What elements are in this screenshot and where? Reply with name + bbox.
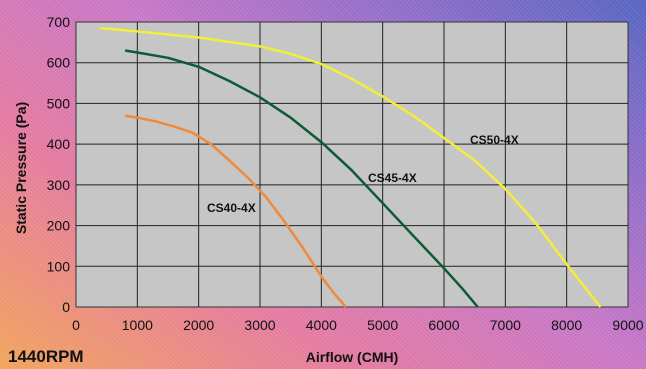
y-axis-title: Static Pressure (Pa)	[13, 102, 29, 234]
series-line-cs40-4x	[124, 114, 347, 308]
series-lines	[100, 26, 602, 308]
x-tick-label: 1000	[122, 317, 153, 333]
x-tick-label: 3000	[244, 317, 275, 333]
x-tick-label: 4000	[306, 317, 337, 333]
series-label-cs40: CS40-4X	[207, 201, 256, 215]
y-tick-label: 0	[62, 299, 70, 315]
series-line-cs50-4x	[100, 26, 602, 308]
x-tick-label: 8000	[551, 317, 582, 333]
x-tick-label: 5000	[367, 317, 398, 333]
y-tick-label: 200	[47, 218, 71, 234]
x-tick-label: 7000	[490, 317, 521, 333]
y-tick-labels: 0 100 200 300 400 500 600 700	[47, 14, 71, 315]
x-tick-label: 6000	[428, 317, 459, 333]
y-tick-label: 300	[47, 177, 71, 193]
y-tick-label: 700	[47, 14, 71, 30]
y-tick-label: 500	[47, 95, 71, 111]
rpm-label: 1440RPM	[8, 347, 84, 366]
series-line-cs45-4x	[124, 49, 479, 308]
series-label-cs45: CS45-4X	[368, 171, 417, 185]
y-tick-label: 600	[47, 55, 71, 71]
y-tick-label: 400	[47, 136, 71, 152]
x-tick-label: 9000	[612, 317, 643, 333]
x-tick-labels: 0 1000 2000 3000 4000 5000 6000 7000 8000 9000	[72, 317, 644, 333]
x-tick-label: 2000	[183, 317, 214, 333]
series-label-cs50: CS50-4X	[470, 133, 519, 147]
x-axis-title: Airflow (CMH)	[306, 349, 399, 365]
series-labels: CS40-4X CS45-4X CS50-4X	[207, 133, 519, 215]
y-tick-label: 100	[47, 258, 71, 274]
x-tick-label: 0	[72, 317, 80, 333]
plot-area	[75, 21, 629, 308]
